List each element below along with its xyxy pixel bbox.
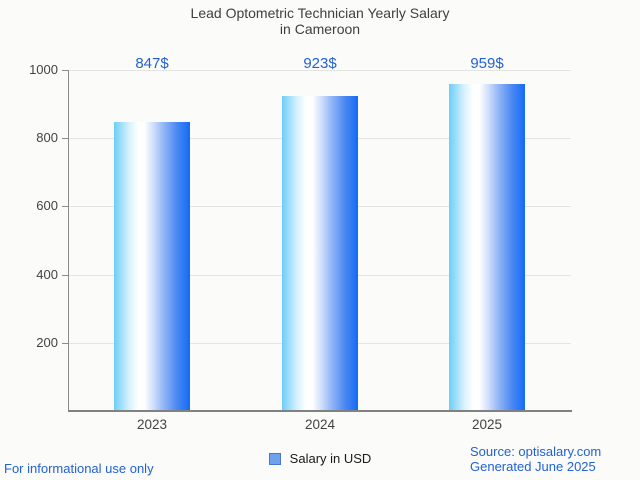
disclaimer-text: For informational use only [4,461,154,476]
y-tick-800 [62,138,68,139]
y-tick-400 [62,275,68,276]
y-tick-label-1000: 1000 [29,62,58,77]
y-tick-1000 [62,70,68,71]
source-link[interactable]: Source: optisalary.com [470,444,602,459]
x-tick-label-2025: 2025 [471,417,503,432]
chart-title: Lead Optometric Technician Yearly Salary… [0,5,640,37]
source-block: Source: optisalary.com Generated June 20… [470,444,601,474]
y-tick-600 [62,206,68,207]
legend: Salary in USD [0,451,640,466]
y-tick-label-400: 400 [36,267,58,282]
gridline-1000 [68,70,571,71]
y-tick-label-600: 600 [36,198,58,213]
y-axis [68,70,69,411]
chart-title-line1: Lead Optometric Technician Yearly Salary [190,5,450,21]
value-label-2025: 959$ [470,55,504,72]
value-label-2024: 923$ [303,55,337,72]
x-tick-label-2024: 2024 [304,417,336,432]
y-tick-200 [62,343,68,344]
bar-2025[interactable] [449,84,525,410]
x-axis [68,410,572,412]
y-tick-label-800: 800 [36,130,58,145]
legend-label: Salary in USD [289,451,372,466]
chart-title-line2: in Cameroon [279,21,361,37]
x-tick-label-2023: 2023 [136,417,168,432]
generated-date: Generated June 2025 [470,459,596,474]
bar-2023[interactable] [114,122,190,410]
y-tick-label-200: 200 [36,335,58,350]
value-label-2023: 847$ [135,55,169,72]
legend-swatch-icon [268,452,281,465]
bar-2024[interactable] [282,96,358,410]
